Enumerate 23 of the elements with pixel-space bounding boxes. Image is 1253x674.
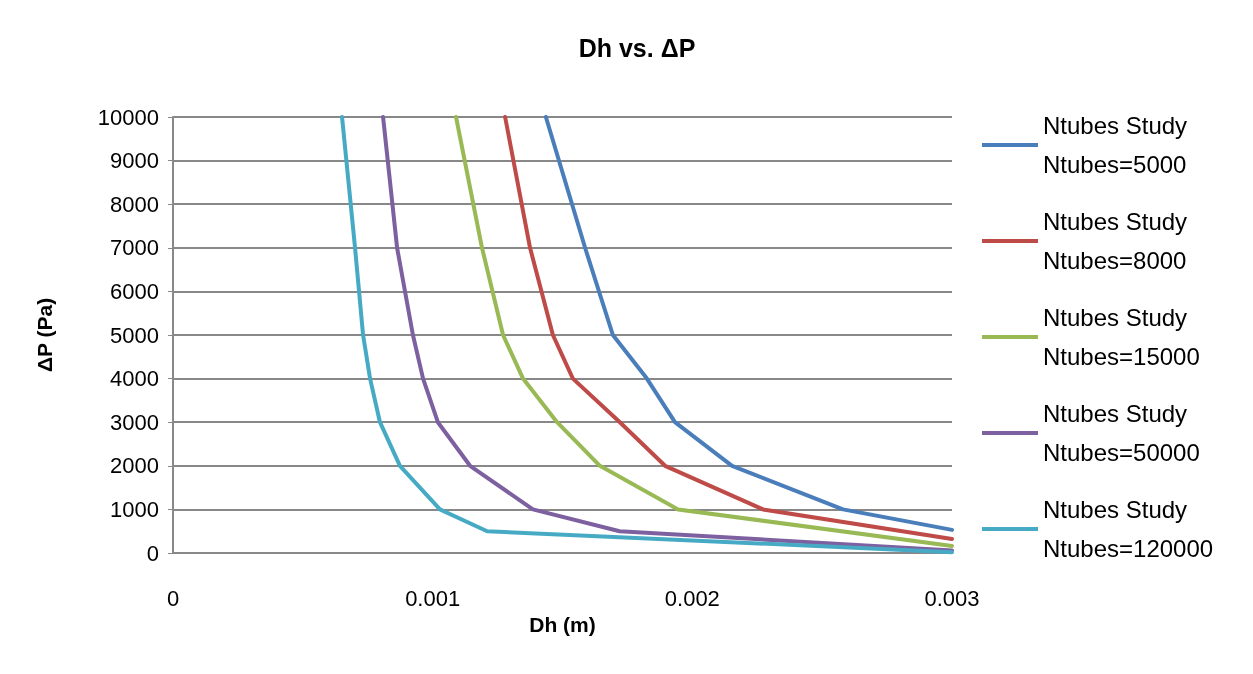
x-tick-label: 0.002 [664, 585, 720, 611]
y-tick-label: 1000 [110, 496, 159, 522]
x-tick-label: 0.003 [924, 585, 980, 611]
legend-label: Ntubes Study Ntubes=15000 [1043, 304, 1200, 370]
legend-label: Ntubes Study Ntubes=5000 [1043, 112, 1194, 178]
y-tick-label: 0 [146, 540, 159, 566]
y-tick-label: 8000 [110, 191, 159, 217]
x-tick-label: 0 [166, 585, 180, 611]
y-tick-label: 4000 [110, 366, 159, 392]
chart-title: Dh vs. ΔP [578, 33, 696, 62]
y-tick-label: 2000 [110, 453, 159, 479]
y-tick-label: 9000 [110, 148, 159, 174]
y-tick-label: 10000 [97, 104, 159, 130]
x-tick-label: 0.001 [405, 585, 461, 611]
legend-label: Ntubes Study Ntubes=8000 [1043, 208, 1194, 274]
y-axis-title: ΔP (Pa) [33, 297, 56, 373]
y-tick-label: 5000 [110, 322, 159, 348]
y-tick-label: 3000 [110, 409, 159, 435]
y-tick-label: 7000 [110, 235, 159, 261]
legend-label: Ntubes Study Ntubes=50000 [1043, 400, 1200, 466]
legend-label: Ntubes Study Ntubes=120000 [1043, 496, 1214, 562]
x-axis-title: Dh (m) [529, 612, 596, 636]
y-tick-label: 6000 [110, 278, 159, 304]
